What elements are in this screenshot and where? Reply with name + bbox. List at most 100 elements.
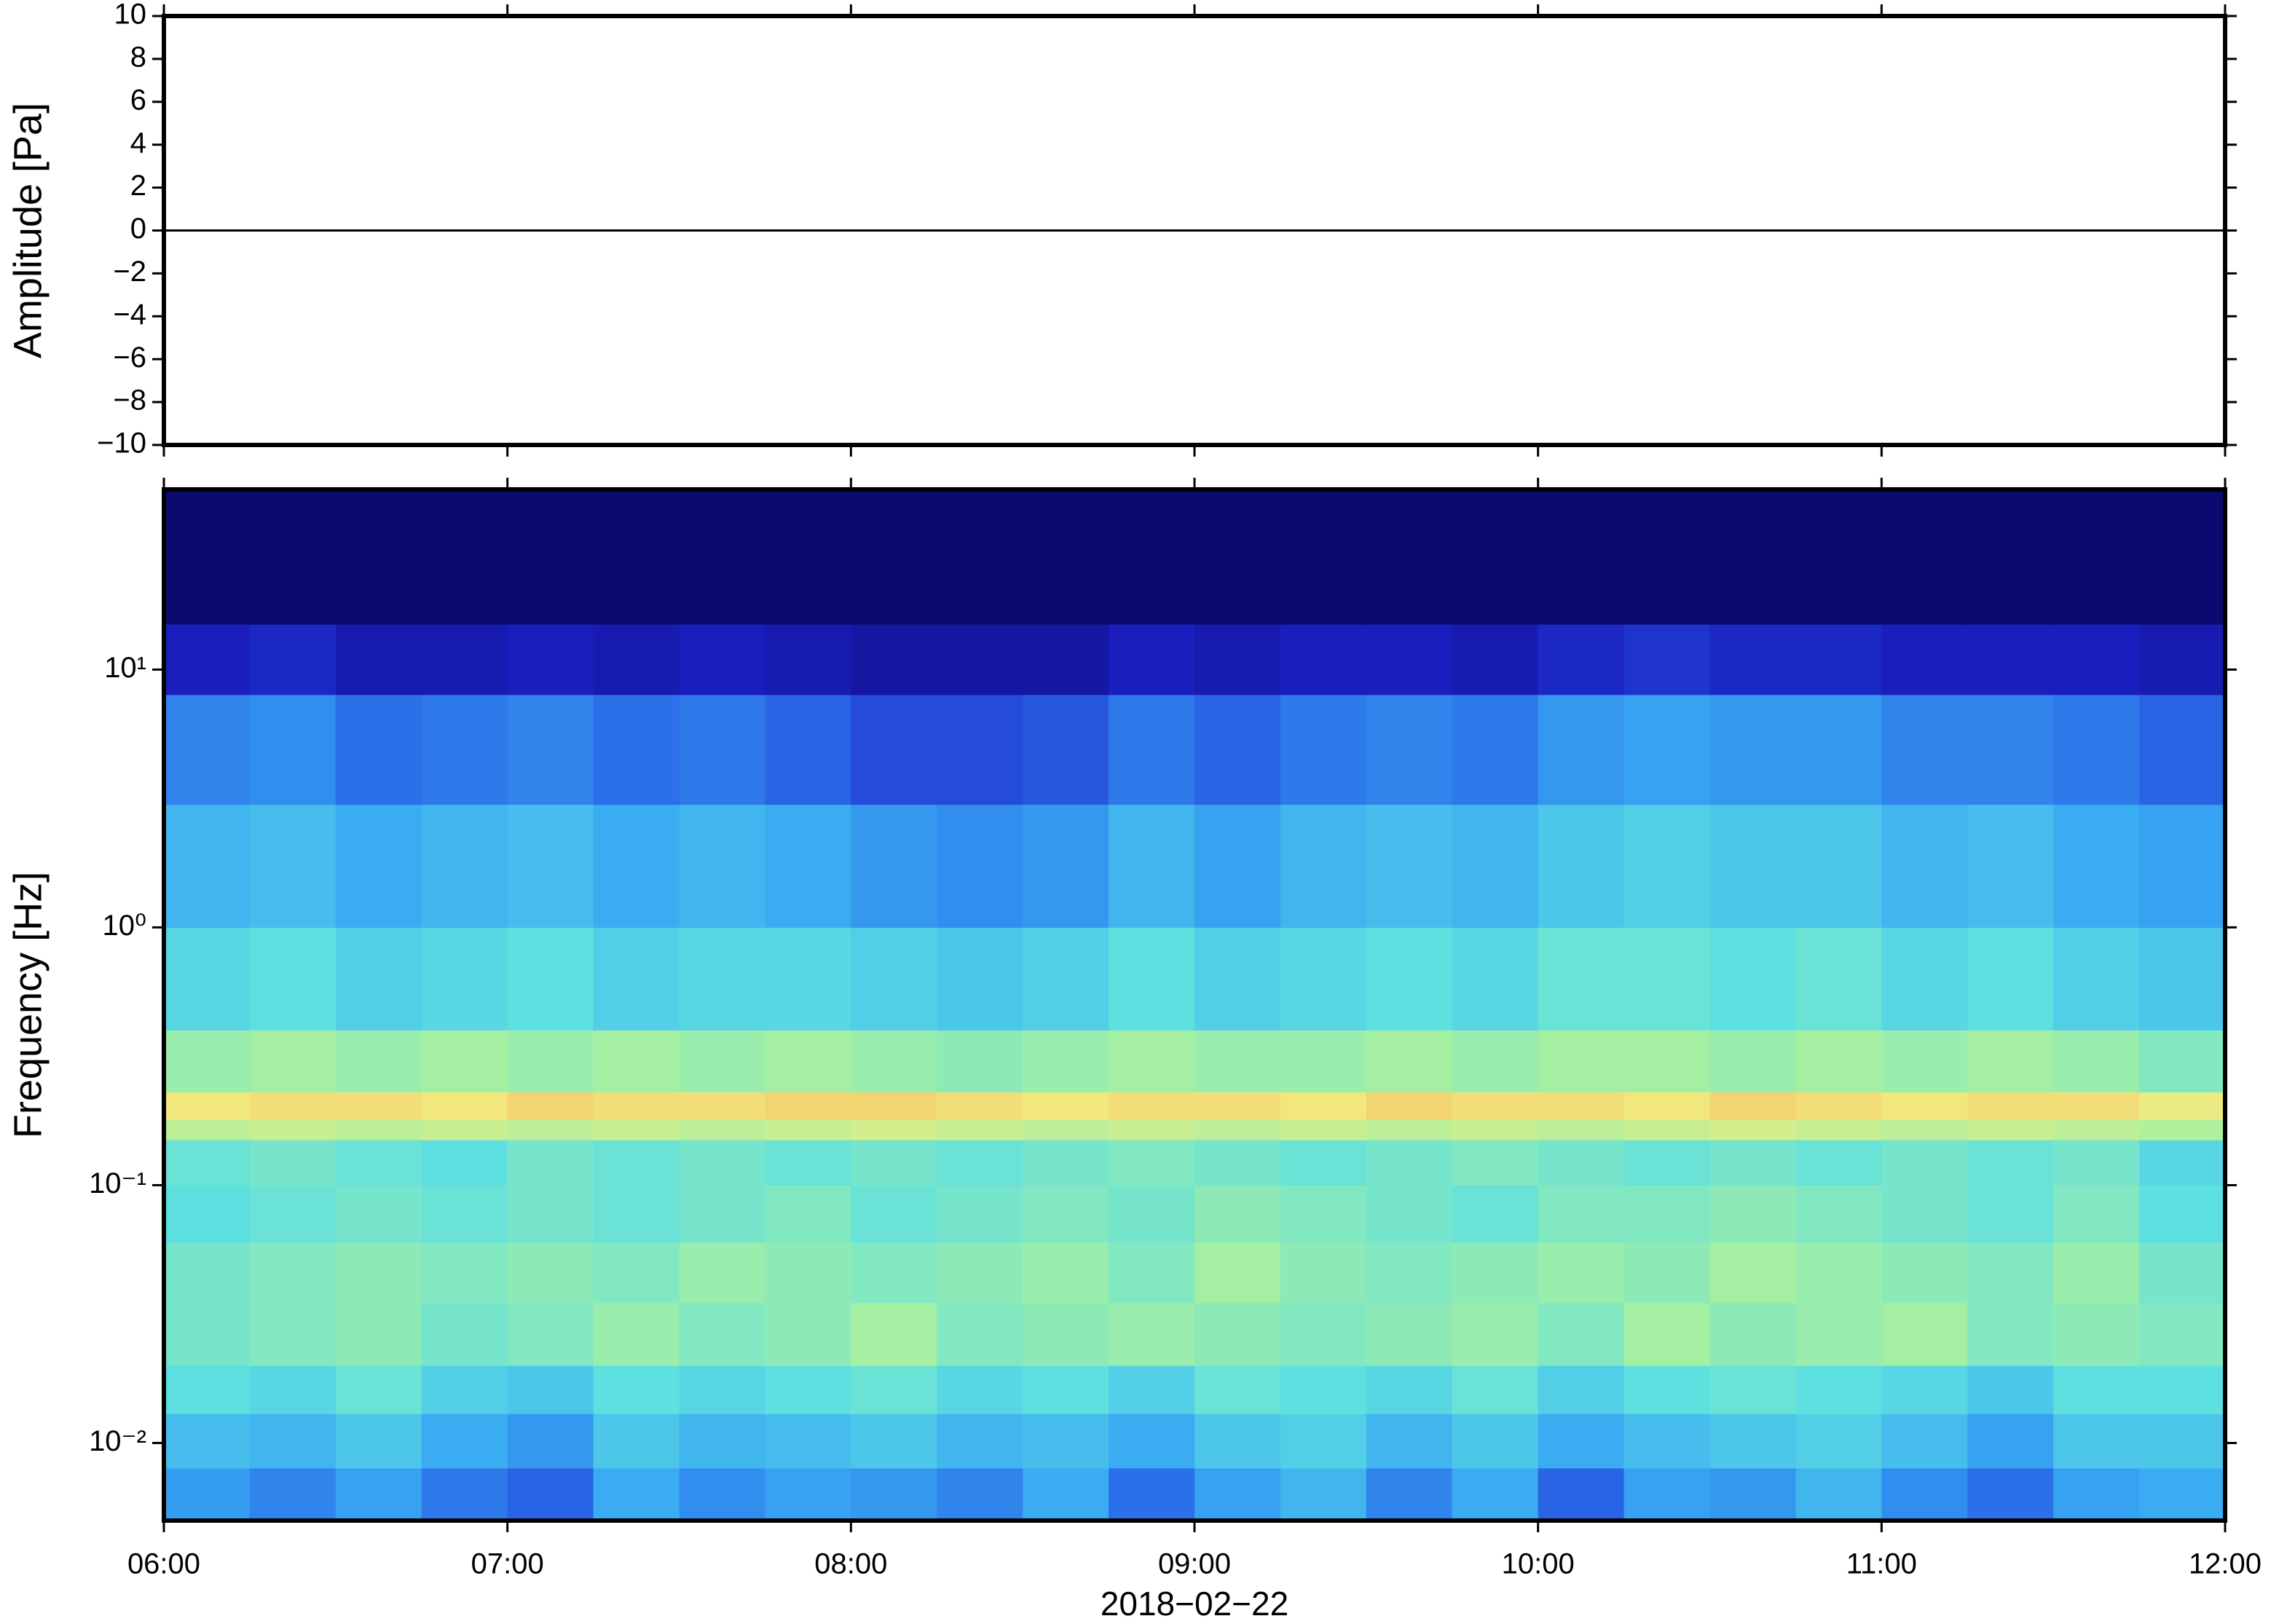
cell [765,1092,851,1120]
cell [335,1092,422,1120]
cell [335,927,422,1030]
cell [249,1140,336,1186]
cell [1366,694,1453,805]
y-tick-label: −4 [113,299,146,331]
y-tick-label: 10¹ [104,652,146,684]
cell [335,1242,422,1304]
cell [249,1414,336,1469]
cell [335,489,422,625]
cell [2053,1185,2140,1243]
cell [1795,1185,1882,1243]
cell [593,624,680,695]
cell [1452,1242,1539,1304]
x-tick-label: 06:00 [127,1548,200,1580]
cell [1795,1302,1882,1366]
cell [507,1092,594,1120]
cell [937,1302,1023,1366]
cell [1967,1119,2054,1140]
cell [1538,1242,1625,1304]
y-tick-label: 10⁻¹ [89,1167,146,1199]
cell [1881,489,1968,625]
cell [1452,624,1539,695]
cell [1023,1467,1109,1521]
cell [2053,1242,2140,1304]
cell [1194,694,1281,805]
cell [1967,489,2054,625]
cell [1709,1119,1797,1140]
cell [765,804,851,929]
cell [851,694,937,805]
cell [1452,1185,1539,1243]
cell [937,1119,1023,1140]
cell [1023,1302,1109,1366]
cell [1452,1302,1539,1366]
cell [1109,1242,1195,1304]
cell [1109,1119,1195,1140]
cell [1023,489,1109,625]
cell [2053,489,2140,625]
cell [1623,1030,1711,1092]
cell [1795,1119,1882,1140]
cell [937,927,1023,1030]
cell [1538,1185,1625,1243]
cell [1795,1092,1882,1120]
cell [1795,804,1882,929]
cell [249,1467,336,1521]
cell [249,694,336,805]
cell [1795,1030,1882,1092]
cell [1109,489,1195,625]
cell [851,1092,937,1120]
y-tick-label: 0 [130,213,146,245]
cell [164,694,251,805]
x-tick-label: 11:00 [1846,1548,1917,1580]
cell [1023,1119,1109,1140]
cell [335,804,422,929]
cell [1280,624,1367,695]
cell [1023,1030,1109,1092]
cell [164,1030,251,1092]
cell [421,1242,508,1304]
cell [421,1365,508,1414]
cell [1109,1140,1195,1186]
cell [1452,1140,1539,1186]
cell [593,1140,680,1186]
cell [1709,927,1797,1030]
cell [507,1119,594,1140]
cell [1623,1365,1711,1414]
cell [2139,927,2226,1030]
cell [1881,1092,1968,1120]
cell [2053,1467,2140,1521]
cell [249,1242,336,1304]
cell [1366,1467,1453,1521]
cell [2139,1414,2226,1469]
cell [1795,1365,1882,1414]
cell [1881,1140,1968,1186]
cell [2139,1140,2226,1186]
cell [593,1365,680,1414]
cell [2053,624,2140,695]
cell [1023,1414,1109,1469]
cell [1623,1467,1711,1521]
cell [679,804,766,929]
cell [1881,927,1968,1030]
y-tick-label: 10⁻² [89,1425,146,1457]
cell [593,1467,680,1521]
cell [335,1467,422,1521]
cell [679,1302,766,1366]
cell [335,624,422,695]
cell [765,1467,851,1521]
x-tick-label: 08:00 [814,1548,887,1580]
cell [1366,624,1453,695]
cell [851,1365,937,1414]
cell [851,1467,937,1521]
cell [1366,1185,1453,1243]
cell [851,1414,937,1469]
cell [1709,694,1797,805]
cell [2139,1242,2226,1304]
cell [1109,1414,1195,1469]
cell [679,1092,766,1120]
cell [1366,1030,1453,1092]
cell [851,1030,937,1092]
cell [1194,1302,1281,1366]
cell [1194,1140,1281,1186]
